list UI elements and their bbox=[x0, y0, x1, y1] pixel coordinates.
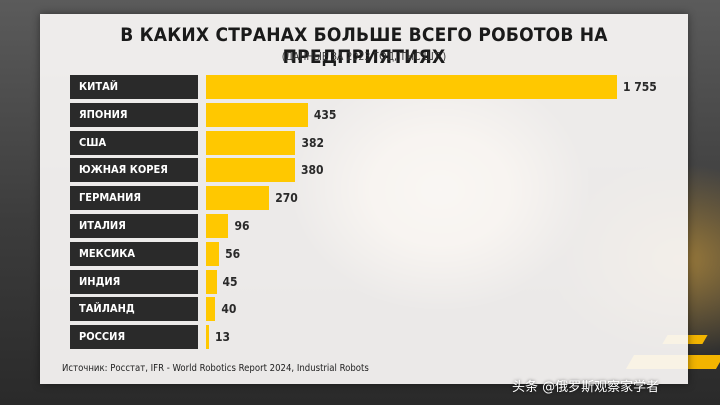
category-label: ИТАЛИЯ bbox=[70, 214, 198, 238]
bar bbox=[206, 241, 220, 266]
chart-subtitle: (ДАННЫЕ ЗА 2023 ГОД, ТЫС.ШТ.) bbox=[281, 51, 447, 63]
value-label: 435 bbox=[313, 107, 337, 122]
category-label: КИТАЙ bbox=[70, 75, 198, 99]
category-label: ЮЖНАЯ КОРЕЯ bbox=[70, 158, 198, 183]
value-label: 45 bbox=[222, 274, 238, 289]
watermark: 头条 @俄罗斯观察家学者 bbox=[512, 380, 660, 395]
bar bbox=[206, 130, 296, 155]
bar bbox=[206, 158, 295, 183]
category-label: ЯПОНИЯ bbox=[70, 102, 198, 127]
value-label: 96 bbox=[234, 219, 250, 233]
source-note: Источник: Росстат, IFR - World Robotics … bbox=[62, 363, 369, 374]
category-label: ТАЙЛАНД bbox=[70, 297, 198, 322]
bar bbox=[206, 325, 210, 350]
bar bbox=[206, 102, 308, 127]
category-label: США bbox=[70, 130, 198, 155]
value-label: 270 bbox=[275, 191, 298, 206]
value-label: 40 bbox=[221, 302, 237, 317]
value-label: 56 bbox=[225, 246, 241, 261]
bar bbox=[206, 75, 617, 99]
bar bbox=[206, 214, 229, 238]
value-label: 1 755 bbox=[623, 80, 657, 94]
category-label: ГЕРМАНИЯ bbox=[70, 186, 198, 211]
bar bbox=[206, 269, 217, 294]
bar bbox=[206, 186, 270, 211]
category-label: РОССИЯ bbox=[70, 325, 198, 350]
chart-panel: В КАКИХ СТРАНАХ БОЛЬШЕ ВСЕГО РОБОТОВ НА … bbox=[40, 14, 688, 384]
bar bbox=[206, 297, 216, 322]
value-label: 380 bbox=[300, 163, 324, 178]
category-label: ИНДИЯ bbox=[70, 269, 198, 294]
chart-title: В КАКИХ СТРАНАХ БОЛЬШЕ ВСЕГО РОБОТОВ НА … bbox=[120, 24, 608, 68]
category-label: МЕКСИКА bbox=[70, 241, 198, 266]
value-label: 382 bbox=[301, 135, 324, 150]
value-label: 13 bbox=[215, 330, 231, 345]
